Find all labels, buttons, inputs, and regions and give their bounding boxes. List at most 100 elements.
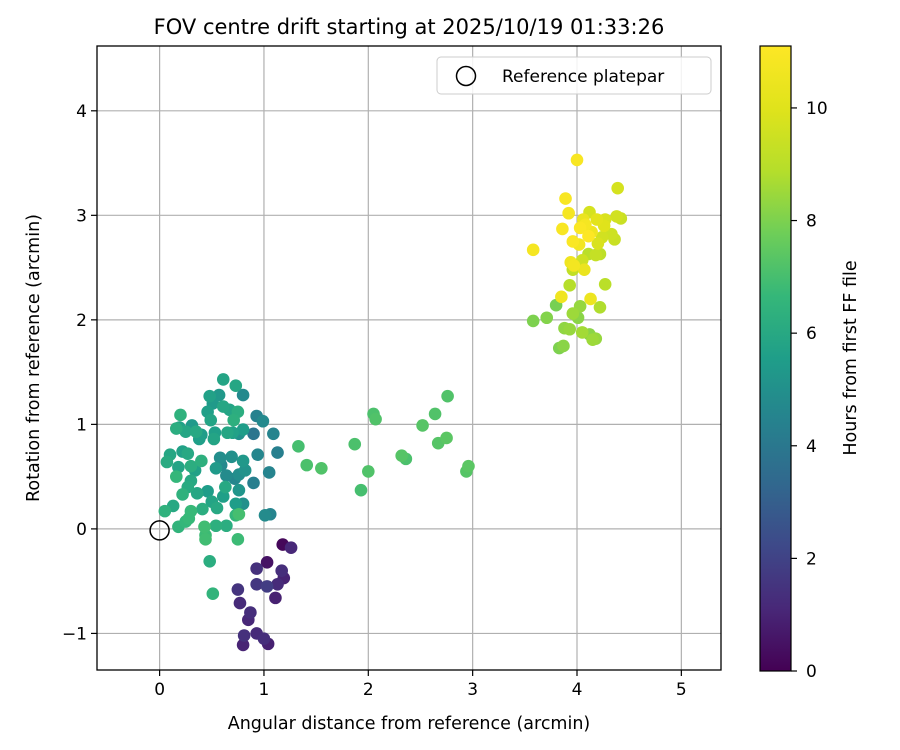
data-point (170, 470, 183, 483)
data-point (593, 301, 607, 314)
data-point (232, 507, 246, 521)
data-point (258, 509, 272, 522)
data-point (213, 451, 227, 465)
legend-box (436, 56, 712, 95)
legend: Reference platepar (436, 56, 712, 95)
colorbar-tick-label: 4 (806, 437, 817, 457)
data-point (575, 326, 589, 339)
data-point (440, 431, 453, 445)
data-point (181, 447, 195, 460)
data-point (556, 222, 569, 236)
data-point (267, 427, 280, 441)
data-point (225, 450, 238, 464)
x-tick-label: 1 (259, 680, 270, 700)
data-point (526, 243, 540, 257)
data-point (315, 461, 328, 475)
data-point (262, 466, 276, 479)
x-tick-label: 5 (676, 680, 687, 700)
colorbar-ticks: 0 2 4 6 8 10 (791, 99, 828, 682)
data-point (260, 580, 274, 593)
data-point (559, 192, 572, 205)
data-point (526, 314, 540, 328)
data-point (216, 400, 230, 413)
colorbar-tick-label: 2 (806, 549, 817, 569)
colorbar-label: Hours from first FF file (841, 260, 861, 455)
data-point (189, 425, 203, 438)
scatter-points (158, 153, 628, 652)
data-point (562, 206, 575, 220)
data-point (221, 426, 234, 440)
data-point (591, 237, 605, 250)
data-point (428, 407, 442, 421)
data-point (441, 389, 454, 403)
data-point (567, 259, 581, 272)
data-point (462, 459, 475, 473)
data-point (158, 504, 172, 518)
data-point (271, 446, 284, 459)
data-point (237, 629, 251, 642)
colorbar-tick-label: 8 (806, 212, 817, 232)
data-point (244, 606, 257, 619)
x-ticks: 0 1 2 3 4 5 (154, 670, 687, 700)
legend-entry-label: Reference platepar (502, 67, 664, 87)
data-point (209, 461, 223, 475)
y-tick-label: 0 (76, 520, 87, 540)
data-point (256, 414, 270, 428)
data-point (555, 290, 568, 304)
x-tick-label: 2 (363, 680, 374, 700)
data-point (172, 460, 185, 474)
data-point (219, 480, 232, 494)
data-point (184, 459, 198, 473)
x-tick-label: 0 (154, 680, 165, 700)
data-point (238, 464, 252, 477)
data-point (584, 292, 597, 306)
data-point (589, 248, 603, 262)
data-point (260, 556, 274, 569)
data-point (578, 263, 591, 276)
data-point (174, 408, 187, 422)
x-tick-label: 3 (467, 680, 478, 700)
y-tick-label: 4 (76, 102, 87, 122)
data-point (210, 501, 224, 515)
chart-title: FOV centre drift starting at 2025/10/19 … (154, 15, 665, 39)
data-point (160, 455, 174, 469)
x-axis-label: Angular distance from reference (arcmin) (228, 714, 591, 734)
y-tick-label: 1 (76, 415, 87, 435)
data-point (362, 465, 375, 478)
y-tick-label: 2 (76, 311, 87, 331)
colorbar-tick-label: 6 (806, 324, 817, 344)
data-point (199, 533, 212, 546)
data-point (229, 497, 243, 511)
data-point (231, 583, 245, 596)
data-point (195, 454, 208, 468)
y-tick-label: −1 (62, 624, 87, 644)
grid-lines (97, 46, 721, 670)
data-point (247, 427, 260, 441)
data-point (563, 322, 576, 336)
data-point (566, 307, 580, 320)
data-point (247, 476, 260, 490)
data-point (540, 311, 554, 325)
colorbar-gradient (759, 45, 792, 672)
data-point (586, 333, 599, 347)
data-point (570, 153, 584, 167)
data-point (348, 437, 362, 451)
data-point (196, 502, 209, 516)
data-point (257, 632, 271, 645)
reference-platepar-marker (149, 520, 170, 541)
data-point (250, 577, 263, 591)
data-point (203, 389, 216, 403)
y-axis-label: Rotation from reference (arcmin) (24, 214, 44, 502)
data-point (207, 432, 221, 446)
data-point (395, 449, 408, 463)
data-point (227, 413, 240, 427)
data-point (176, 488, 189, 501)
data-point (598, 278, 612, 291)
colorbar: 0 2 4 6 8 10 Hours from first FF file (759, 45, 861, 682)
x-tick-label: 4 (572, 680, 583, 700)
data-point (209, 519, 223, 533)
data-point (251, 448, 264, 461)
data-point (233, 596, 247, 610)
